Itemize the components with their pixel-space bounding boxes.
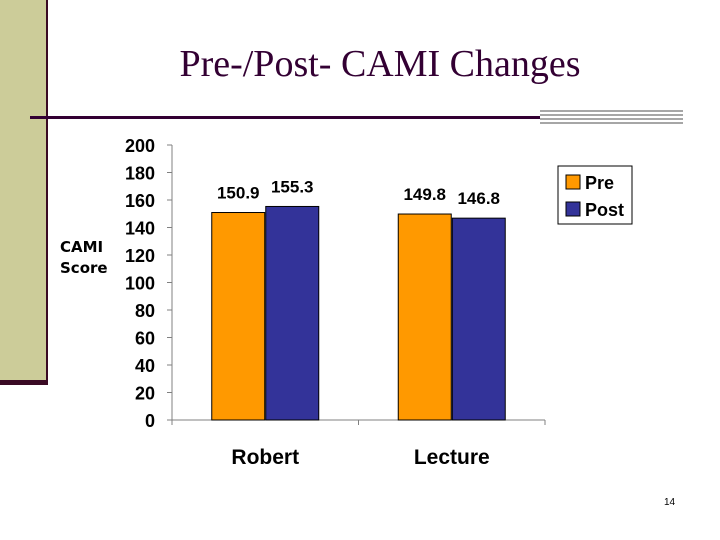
- y-axis-label: CAMI: [60, 238, 103, 256]
- y-tick-label: 40: [135, 356, 155, 376]
- bar-data-label: 146.8: [457, 189, 500, 208]
- y-tick-label: 20: [135, 384, 155, 404]
- left-decor-band: [0, 0, 46, 383]
- bar: [451, 217, 506, 421]
- y-tick-label: 60: [135, 329, 155, 349]
- y-tick-label: 100: [125, 274, 155, 294]
- bar-data-label: 150.9: [217, 184, 260, 203]
- bar: [265, 205, 320, 421]
- bar-data-label: 149.8: [403, 185, 446, 204]
- y-tick-label: 180: [125, 164, 155, 184]
- legend-label: Pre: [585, 173, 614, 193]
- legend-swatch: [565, 174, 581, 190]
- legend-swatch: [565, 201, 581, 217]
- y-axis-label: Score: [60, 259, 108, 277]
- y-tick-label: 200: [125, 136, 155, 156]
- y-tick-label: 160: [125, 191, 155, 211]
- y-tick-label: 0: [145, 411, 155, 431]
- title-rule-accent: [540, 110, 683, 126]
- bar-data-label: 155.3: [271, 177, 314, 196]
- slide-title: Pre-/Post- CAMI Changes: [179, 43, 581, 85]
- left-decor-edge: [0, 380, 48, 385]
- y-tick-label: 140: [125, 219, 155, 239]
- legend-label: Post: [585, 200, 624, 220]
- page-number: 14: [664, 497, 676, 508]
- x-tick-label: Robert: [231, 446, 299, 469]
- bar: [397, 213, 452, 421]
- bar: [211, 212, 266, 421]
- y-tick-label: 80: [135, 301, 155, 321]
- left-decor-line: [46, 0, 48, 385]
- x-tick-label: Lecture: [414, 446, 490, 469]
- y-tick-label: 120: [125, 246, 155, 266]
- title-rule: [30, 116, 540, 119]
